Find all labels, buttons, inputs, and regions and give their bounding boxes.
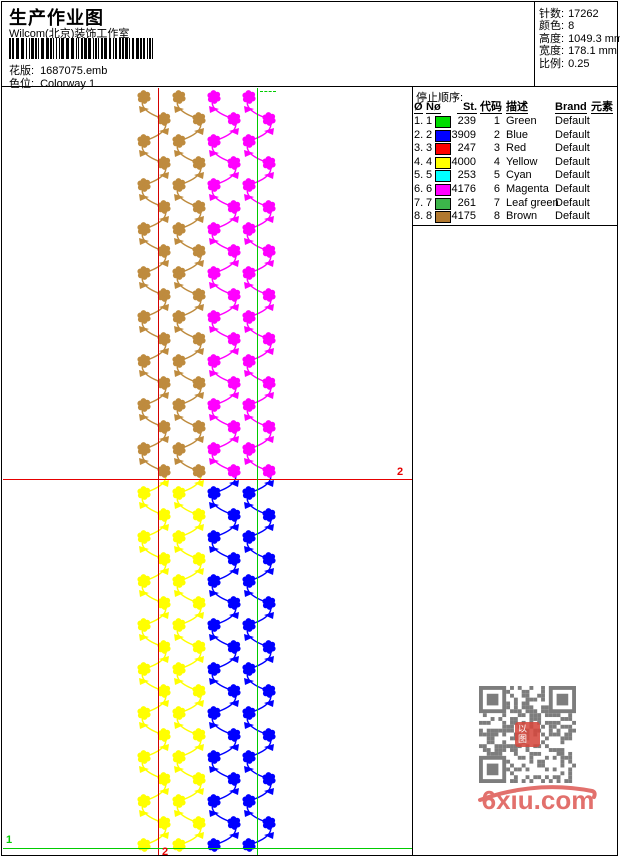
colorway-row: 色位: Colorway 1 bbox=[9, 75, 95, 91]
stop-row: 4. 4 4000 4 Yellow Default bbox=[414, 155, 590, 169]
column-header: Nø bbox=[426, 101, 441, 114]
end-point-label: 2 bbox=[162, 846, 169, 858]
column-header: 代码 bbox=[480, 101, 502, 114]
stop-row: 6. 6 4176 6 Magenta Default bbox=[414, 182, 590, 196]
colorway-label: 色位: bbox=[9, 78, 35, 90]
start-point-label: 1 bbox=[6, 834, 13, 846]
pattern-file-row: 花版: 1687075.emb bbox=[9, 62, 107, 78]
column-header: Ø bbox=[414, 101, 423, 114]
thread-color-swatch bbox=[435, 197, 451, 210]
pattern-value: 1687075.emb bbox=[40, 65, 108, 77]
stop-row: 7. 7 261 7 Leaf green Default bbox=[414, 196, 590, 210]
design-panel-divider bbox=[412, 86, 413, 855]
qr-code: 以图 bbox=[479, 686, 576, 783]
seal-text: 以图 bbox=[518, 724, 530, 744]
thread-color-swatch bbox=[435, 116, 451, 128]
info-row: 针数: 17262 bbox=[539, 8, 599, 20]
software-name: Wilcom(北京)装饰工作室 bbox=[9, 28, 130, 40]
info-row: 高度: 1049.3 mm bbox=[539, 32, 620, 45]
stop-sequence-header: Ø Nø St. 代码 描述 Brand 元素 bbox=[413, 101, 617, 114]
end-crosshair-horizontal bbox=[3, 479, 412, 480]
barcode bbox=[9, 38, 153, 59]
info-row: 颜色: 8 bbox=[539, 20, 575, 33]
column-header: St. bbox=[457, 101, 477, 114]
colorway-value: Colorway 1 bbox=[40, 78, 96, 90]
start-crosshair-horizontal bbox=[3, 848, 412, 849]
thread-color-swatch bbox=[435, 143, 451, 156]
stop-row: 3. 3 247 3 Red Default bbox=[414, 142, 590, 156]
page-title: 生产作业图 bbox=[9, 8, 104, 28]
thread-color-swatch bbox=[435, 211, 451, 224]
start-point-tick bbox=[260, 91, 276, 92]
stop-sequence-title: 停止顺序: bbox=[416, 92, 464, 104]
thread-color-swatch bbox=[435, 156, 451, 169]
info-box-divider bbox=[534, 2, 535, 86]
stop-row: 1. 1 239 1 Green Default bbox=[414, 115, 590, 128]
thread-color-swatch bbox=[435, 170, 451, 183]
column-header: 描述 bbox=[506, 101, 528, 114]
column-header: Brand bbox=[555, 101, 587, 114]
stop-row: 2. 2 3909 2 Blue Default bbox=[414, 128, 590, 142]
thread-color-swatch bbox=[435, 183, 451, 196]
watermark-site: 6xiu.com bbox=[481, 785, 595, 815]
header-separator bbox=[2, 86, 617, 87]
design-info-box: 针数: 17262 颜色: 8 高度: 1049.3 mm 宽度: 178.1 mm 比例: 0.… bbox=[539, 5, 620, 70]
stop-row: 5. 5 253 5 Cyan Default bbox=[414, 169, 590, 183]
stop-row: 8. 8 4175 8 Brown Default bbox=[414, 210, 590, 224]
stop-sequence-rows: 1. 1 239 1 Green Default 2. 2 3909 2 Blue Default 3.… bbox=[413, 115, 617, 224]
stop-sequence-panel: 停止顺序: Ø Nø St. 代码 描述 Brand 元素 1. 1 239 1 Green Defa… bbox=[413, 87, 617, 226]
pattern-label: 花版: bbox=[9, 65, 35, 77]
start-crosshair-vertical bbox=[257, 88, 258, 855]
end-point-label: 2 bbox=[397, 466, 404, 478]
column-header: 元素 bbox=[591, 101, 613, 114]
embroidery-design-preview bbox=[137, 90, 276, 852]
end-crosshair-vertical bbox=[158, 88, 159, 855]
info-row: 宽度: 178.1 mm bbox=[539, 45, 617, 58]
info-row: 比例: 0.25 bbox=[539, 57, 590, 70]
thread-color-swatch bbox=[435, 129, 451, 142]
qr-seal-stamp: 以图 bbox=[515, 722, 540, 747]
